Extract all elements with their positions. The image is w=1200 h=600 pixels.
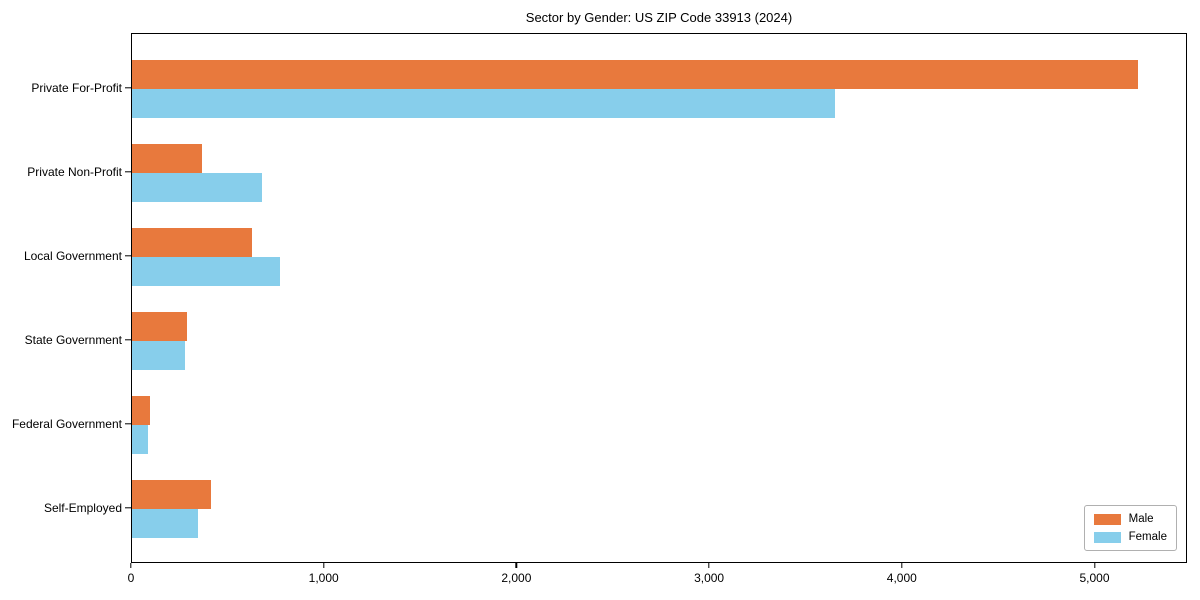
bar-female-self-employed xyxy=(132,509,198,538)
x-tick-label-0: 0 xyxy=(127,571,135,585)
bar-female-private-non-profit xyxy=(132,173,263,202)
plot-area: Male Female xyxy=(131,33,1187,563)
x-tick-mark xyxy=(1093,563,1096,568)
bar-male-private-non-profit xyxy=(132,144,203,173)
legend-swatch-male xyxy=(1093,513,1121,525)
bar-female-federal-government xyxy=(132,425,149,454)
chart-title: Sector by Gender: US ZIP Code 33913 (202… xyxy=(525,10,793,25)
x-tick-mark xyxy=(901,563,903,568)
bar-female-state-government xyxy=(132,341,185,370)
bar-male-federal-government xyxy=(132,396,151,425)
bar-male-local-government xyxy=(132,228,253,257)
x-tick-label-2000: 2,000 xyxy=(501,571,532,585)
x-tick-mark xyxy=(130,563,132,568)
y-label-private-for-profit: Private For-Profit xyxy=(31,81,122,95)
legend-label-male: Male xyxy=(1128,513,1154,525)
bar-male-self-employed xyxy=(132,480,211,509)
legend-swatch-female xyxy=(1093,531,1121,543)
y-tick-mark xyxy=(125,255,131,257)
x-axis: 0 1,000 2,000 3,000 4,000 5,000 xyxy=(127,563,1187,593)
bar-female-private-for-profit xyxy=(132,89,836,118)
y-axis-ticks xyxy=(125,33,131,563)
y-axis-labels: Private For-Profit Private Non-Profit Loca… xyxy=(0,33,122,563)
y-tick-mark xyxy=(125,87,131,89)
x-tick-mark xyxy=(708,563,710,568)
y-tick-mark xyxy=(125,507,131,509)
x-tick-mark xyxy=(322,563,325,568)
x-tick-label-5000: 5,000 xyxy=(1079,571,1110,585)
y-tick-mark xyxy=(125,171,131,173)
y-label-local-government: Local Government xyxy=(23,249,122,263)
y-label-private-non-profit: Private Non-Profit xyxy=(27,165,122,179)
legend: Male Female xyxy=(1083,505,1177,551)
y-tick-mark xyxy=(125,423,131,425)
x-tick-label-1000: 1,000 xyxy=(308,571,339,585)
bar-male-state-government xyxy=(132,312,187,341)
y-label-federal-government: Federal Government xyxy=(11,417,122,431)
x-tick-label-3000: 3,000 xyxy=(694,571,725,585)
y-tick-mark xyxy=(125,339,131,341)
y-label-self-employed: Self-Employed xyxy=(43,501,122,515)
y-label-state-government: State Government xyxy=(24,333,122,347)
x-tick-label-4000: 4,000 xyxy=(886,571,917,585)
legend-entry-male: Male xyxy=(1093,513,1167,525)
bar-male-private-for-profit xyxy=(132,60,1138,89)
legend-entry-female: Female xyxy=(1093,531,1167,543)
x-tick-mark xyxy=(515,563,518,568)
legend-label-female: Female xyxy=(1128,531,1167,543)
bar-female-local-government xyxy=(132,257,281,286)
